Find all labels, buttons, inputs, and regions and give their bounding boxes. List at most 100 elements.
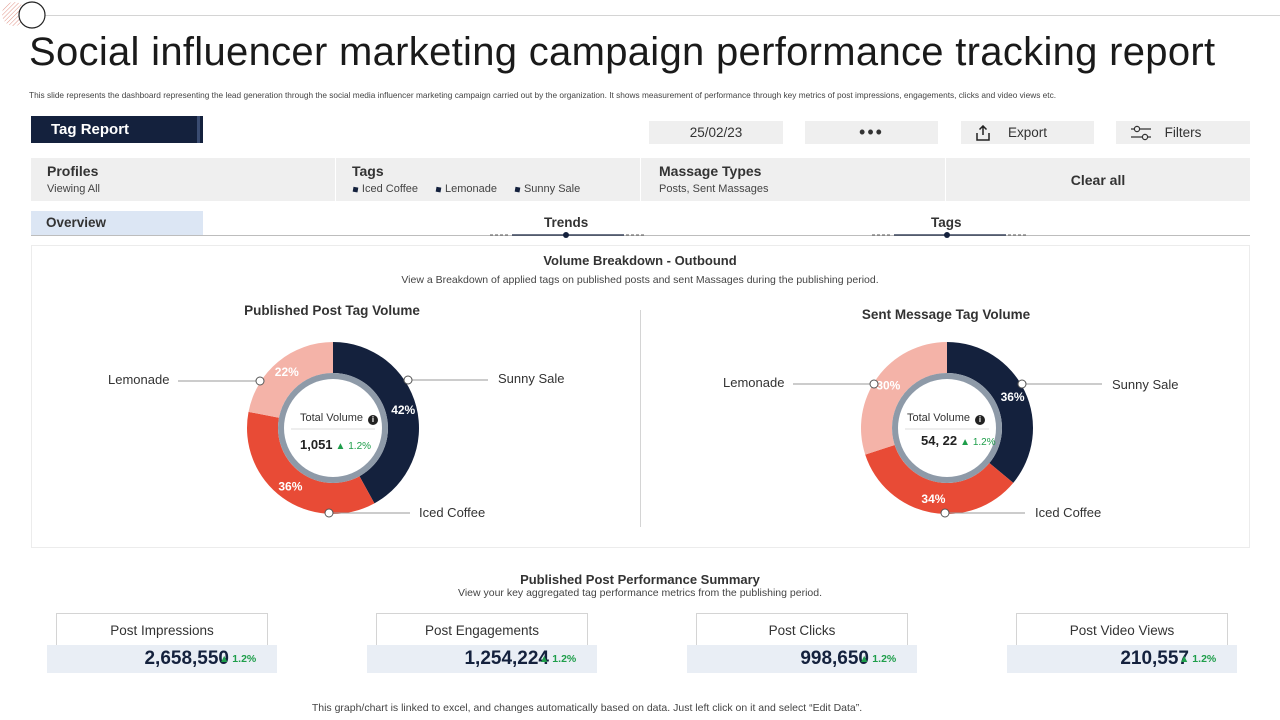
kpi-card-border — [696, 613, 908, 673]
clear-all-button[interactable]: Clear all — [945, 158, 1250, 201]
donut-center — [898, 379, 996, 477]
tag-report-tab[interactable]: Tag Report — [31, 116, 203, 143]
export-button[interactable]: Export — [961, 121, 1094, 144]
tag-report-label: Tag Report — [51, 121, 130, 138]
kpi-value: 1,254,224 — [464, 648, 549, 669]
kpi-change: ▲ 1.2% — [859, 653, 897, 665]
summary-subtitle: View your key aggregated tag performance… — [458, 587, 822, 599]
filters-label: Filters — [1164, 125, 1202, 140]
export-icon — [976, 125, 990, 141]
kpi-card-border — [376, 613, 588, 673]
filters-button[interactable]: Filters — [1116, 121, 1250, 144]
export-label: Export — [1007, 125, 1048, 140]
total-volume-value-right: 54, 22 ▲ 1.2% — [921, 433, 996, 448]
panel-divider — [640, 310, 641, 527]
kpi-card-video-views: Post Video Views 210,557 ▲ 1.2% — [1007, 613, 1237, 673]
total-volume-number: 1,051 — [300, 437, 333, 452]
date-label: 25/02/23 — [689, 125, 743, 140]
kpi-label: Post Clicks — [768, 623, 836, 638]
callout-dot — [324, 508, 334, 518]
callout-iced-coffee-right: Iced Coffee — [1035, 505, 1102, 520]
date-button[interactable]: 25/02/23 — [649, 121, 783, 144]
donut-center — [284, 379, 382, 477]
callout-lemonade-left: Lemonade — [108, 372, 170, 387]
kpi-card-border — [56, 613, 268, 673]
tab-overview-label: Overview — [46, 215, 107, 230]
kpi-value: 2,658,550 — [144, 648, 229, 669]
more-options-button[interactable]: ••• — [805, 121, 938, 144]
slice-percent-label: 36% — [278, 480, 302, 494]
chart-title-sent: Sent Message Tag Volume — [861, 307, 1031, 322]
message-types-filter[interactable]: Massage Types Posts, Sent Massages — [640, 158, 945, 201]
total-volume-text: Total Volume — [907, 412, 970, 424]
tab-tags-label: Tags — [931, 215, 962, 230]
callout-dot — [1017, 379, 1027, 389]
tag-chip[interactable]: ◆Iced Coffee — [349, 183, 418, 195]
info-icon[interactable]: i — [367, 415, 378, 425]
callout-dot — [255, 376, 265, 386]
donut-slice-sunny-sale — [333, 342, 419, 504]
slice-percent-label: 36% — [1001, 390, 1025, 404]
message-types-value: Posts, Sent Massages — [659, 183, 769, 195]
tags-filter[interactable]: Tags ◆Iced Coffee ◆Lemonade ◆Sunny Sale — [335, 158, 640, 201]
donut-slice-iced-coffee — [865, 444, 1014, 515]
kpi-change: ▲ 1.2% — [1179, 653, 1217, 665]
total-volume-number: 54, 22 — [921, 433, 958, 448]
tab-trends-label: Trends — [544, 215, 589, 230]
callout-dot — [940, 508, 950, 518]
page-title: Social influencer marketing campaign per… — [29, 30, 1216, 74]
kpi-label: Post Impressions — [110, 623, 214, 638]
kpi-band — [47, 645, 277, 673]
tag-chip-label: Iced Coffee — [361, 183, 418, 195]
callout-iced-coffee-left: Iced Coffee — [419, 505, 486, 520]
tag-chip[interactable]: ◆Sunny Sale — [512, 183, 581, 195]
slice-percent-label: 22% — [275, 365, 299, 379]
callout-lemonade-right: Lemonade — [723, 375, 785, 390]
tab-tags[interactable]: Tags — [931, 215, 962, 230]
slice-percent-label: 42% — [391, 403, 415, 417]
kpi-band — [367, 645, 597, 673]
tag-chip[interactable]: ◆Lemonade — [433, 183, 497, 195]
kpi-change: ▲ 1.2% — [219, 653, 257, 665]
kpi-change: ▲ 1.2% — [539, 653, 577, 665]
tags-slider[interactable] — [870, 230, 1030, 240]
message-types-label: Massage Types — [659, 163, 762, 179]
total-volume-label-left: Total Volume i — [300, 412, 378, 425]
donut-slice-iced-coffee — [247, 411, 375, 514]
total-volume-text: Total Volume — [300, 412, 363, 424]
profiles-filter[interactable]: Profiles Viewing All — [31, 158, 335, 201]
page-subtitle: This slide represents the dashboard repr… — [29, 90, 1057, 100]
trends-slider[interactable] — [488, 230, 648, 240]
more-options-icon: ••• — [859, 122, 884, 142]
total-volume-value-left: 1,051 ▲ 1.2% — [300, 437, 371, 452]
kpi-card-impressions: Post Impressions 2,658,550 ▲ 1.2% — [47, 613, 277, 673]
callout-dot — [869, 379, 879, 389]
footer-note: This graph/chart is linked to excel, and… — [311, 702, 863, 714]
slice-percent-label: 34% — [921, 492, 945, 506]
total-volume-label-right: Total Volume i — [907, 412, 985, 425]
callout-sunny-sale-left: Sunny Sale — [498, 371, 565, 386]
filter-bar: Profiles Viewing All Tags ◆Iced Coffee ◆… — [31, 158, 1250, 201]
kpi-band — [687, 645, 917, 673]
callout-dot — [403, 375, 413, 385]
kpi-label: Post Engagements — [424, 623, 540, 638]
kpi-card-border — [1016, 613, 1228, 673]
info-icon[interactable]: i — [974, 415, 985, 425]
chart-title-published: Published Post Tag Volume — [244, 303, 420, 318]
donut-slice-sunny-sale — [947, 342, 1034, 483]
kpi-value: 998,650 — [800, 648, 869, 669]
donut-slice-lemonade — [248, 342, 333, 418]
nav-divider — [31, 235, 1250, 236]
kpi-band — [1007, 645, 1237, 673]
tag-chip-label: Lemonade — [444, 183, 497, 195]
panel-title: Volume Breakdown - Outbound — [543, 253, 737, 268]
decorative-circles-icon — [2, 1, 46, 29]
kpi-label: Post Video Views — [1069, 623, 1175, 638]
change-indicator: ▲ 1.2% — [335, 441, 372, 452]
tab-overview[interactable]: Overview — [31, 211, 203, 235]
profiles-label: Profiles — [47, 163, 99, 179]
tag-report-stripe — [197, 116, 200, 143]
filters-icon — [1131, 125, 1151, 141]
tab-trends[interactable]: Trends — [544, 215, 588, 230]
